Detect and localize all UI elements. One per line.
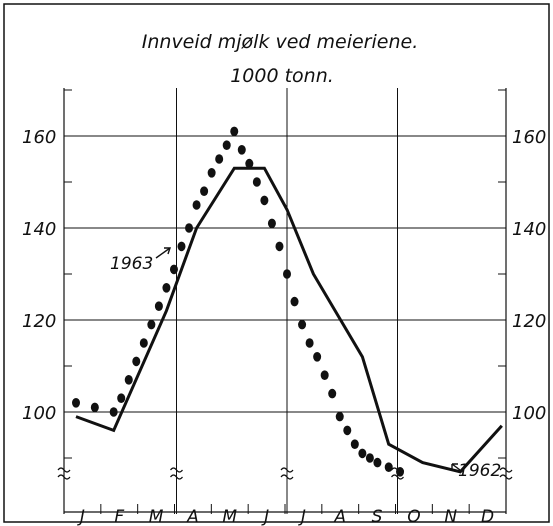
series-dot-1963: [373, 457, 382, 468]
series-dot-1963: [305, 338, 314, 348]
y-tick-label-left: 140: [22, 219, 56, 240]
axis-break-stroke: [57, 474, 71, 480]
series-dot-1963: [154, 301, 163, 312]
annotation-1962-pointer: [451, 463, 461, 471]
series-dot-1963: [230, 126, 239, 137]
series-dot-1963: [358, 448, 367, 459]
series-dot-1963: [365, 453, 374, 463]
x-tick-label: A: [333, 507, 346, 526]
series-dot-1963: [90, 402, 99, 413]
y-tick-label-left: 100: [22, 403, 56, 424]
axis-break-stroke: [499, 467, 513, 473]
series-dot-1963: [200, 186, 209, 196]
x-tick-label: M: [222, 507, 237, 526]
x-tick-label: J: [261, 507, 269, 526]
y-tick-label-right: 120: [512, 311, 546, 332]
series-dot-1963: [290, 296, 299, 307]
series-dot-1963: [283, 269, 291, 279]
series-dot-1963: [335, 411, 344, 422]
series-dot-1963: [124, 375, 133, 385]
x-tick-label: A: [186, 507, 199, 526]
series-dot-1963: [320, 370, 329, 381]
x-tick-label: S: [372, 507, 383, 526]
axis-break-mark: [170, 467, 183, 480]
series-dot-1963: [396, 467, 405, 477]
axis-break-mark: [280, 467, 294, 480]
series-dot-1963: [117, 393, 126, 404]
grid: [63, 88, 507, 514]
series-dot-1963: [109, 407, 118, 417]
series-layer: 1963 1962: [72, 126, 503, 481]
annotation-1963: 1963: [110, 254, 153, 274]
series-dot-1963: [252, 177, 261, 187]
axis-ticks: 100 100 120 120 140 140 160 160 J F M A M J J A S O N D: [22, 89, 546, 526]
x-tick-label: M: [149, 507, 164, 526]
series-dot-1963: [147, 319, 156, 330]
axis-break-stroke: [170, 467, 183, 473]
series-dot-1963: [298, 319, 307, 330]
series-dot-1963: [260, 195, 269, 206]
series-dot-1963: [245, 158, 254, 169]
series-dot-1963: [267, 218, 276, 229]
chart-title: Innveid mjølk ved meieriene.: [142, 31, 418, 53]
series-line-1962: [75, 166, 503, 474]
y-tick-label-left: 160: [22, 127, 56, 148]
axis-break-mark: [499, 467, 513, 480]
y-tick-label-right: 100: [512, 403, 546, 424]
series-dot-1963: [275, 241, 284, 252]
axis-break-stroke: [280, 467, 294, 473]
x-tick-label: O: [407, 507, 420, 526]
chart-frame: [3, 3, 550, 523]
series-dot-1963: [177, 241, 186, 252]
series-dot-1963: [313, 352, 322, 362]
chart-subtitle: 1000 tonn.: [230, 65, 334, 87]
series-dot-1963: [328, 388, 337, 399]
annotation-1963-arrowhead: [164, 247, 171, 255]
y-tick-label-right: 160: [512, 127, 546, 148]
series-dot-1963: [169, 264, 178, 275]
series-dot-1963: [192, 200, 201, 210]
labels: Innveid mjølk ved meieriene. 1000 tonn.: [142, 31, 418, 87]
annotation-1962: 1962: [458, 461, 501, 481]
axis-break-mark: [57, 467, 71, 480]
series-dot-1963: [350, 439, 359, 450]
series-dot-1963: [139, 338, 148, 348]
series-dot-1963: [237, 145, 246, 155]
axis-break-stroke: [391, 474, 404, 480]
x-tick-label: F: [114, 507, 124, 526]
series-dot-1963: [185, 223, 194, 233]
x-tick-label: J: [77, 507, 85, 526]
axis-break-stroke: [170, 474, 183, 480]
series-dot-1963: [162, 283, 171, 293]
y-tick-label-left: 120: [22, 311, 56, 332]
series-dot-1963: [207, 168, 216, 178]
annotation-1963-pointer: [155, 247, 171, 259]
series-dot-1963: [132, 356, 141, 367]
x-tick-label: N: [444, 507, 457, 526]
x-tick-label: D: [481, 507, 494, 526]
axis-break-stroke: [280, 474, 294, 480]
series-dot-1963: [343, 425, 352, 436]
axis-break-stroke: [57, 467, 71, 473]
x-tick-label: J: [298, 507, 306, 526]
axis-break-stroke: [499, 474, 513, 480]
series-dot-1963: [222, 140, 231, 150]
series-dot-1963: [215, 154, 224, 164]
series-dot-1963: [72, 398, 80, 408]
series-dot-1963: [384, 462, 393, 473]
y-tick-label-right: 140: [512, 219, 546, 240]
